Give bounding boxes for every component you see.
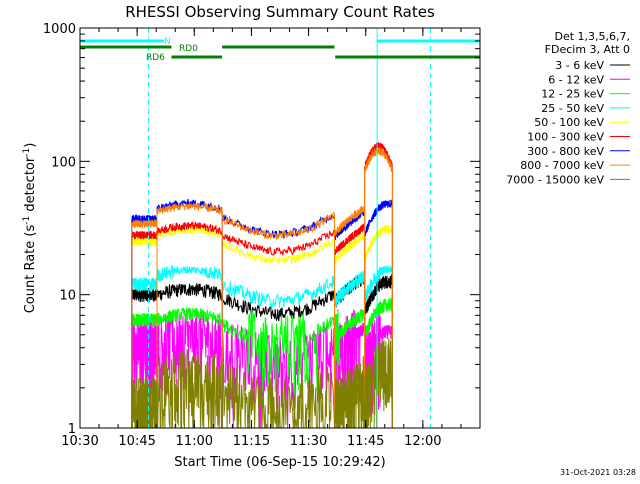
legend-label-2: 6 - 12 keV [548,73,604,86]
series-line-5-seg-5 [364,223,393,428]
legend-label-1: 3 - 6 keV [555,59,604,72]
series-line-8-seg-3 [221,211,335,428]
x-axis-label: Start Time (06-Sep-15 10:29:42) [174,455,385,470]
y-axis-label-sup1: -1 [22,216,32,225]
y-tick-label-3: 100 [51,155,76,170]
x-tick-label-4: 11:15 [233,434,270,449]
x-axis: 10:30 10:45 11:00 11:15 11:30 11:45 12:00 [61,28,481,449]
series-line-8-seg-5 [364,147,393,428]
y-axis-label: Count Rate (s-1 detector-1) [22,143,38,314]
flag-label-3: RD0 [179,44,198,54]
series-line-6-seg-2 [156,221,223,428]
series-line-8-seg-1 [131,219,158,428]
series-line-3-seg-4 [334,307,366,428]
x-tick-label-1: 10:30 [61,434,98,449]
series-line-1-seg-5 [364,273,393,428]
series-line-7-seg-5 [364,199,393,428]
y-axis-label-mid: detector [23,156,38,216]
chart-title: RHESSI Observing Summary Count Rates [125,3,435,21]
legend-label-9: 7000 - 15000 keV [506,173,604,186]
plot-area: N RD0 RD6 [79,28,480,428]
y-tick-label-2: 10 [59,289,76,304]
legend-label-7: 300 - 800 keV [527,145,604,158]
series-line-6-seg-3 [221,229,335,428]
series-line-3-seg-2 [156,307,223,428]
legend-label-5: 50 - 100 keV [534,116,604,129]
legend-label-3: 12 - 25 keV [541,88,604,101]
plot-frame [79,27,481,429]
legend-label-4: 25 - 50 keV [541,102,604,115]
series-line-4-seg-4 [334,270,366,428]
series-line-9-seg-5 [364,338,393,428]
y-axis: 1 10 100 1000 [43,22,480,437]
series-line-4-seg-5 [364,265,393,428]
series-line-5-seg-1 [131,236,158,428]
x-tick-label-5: 11:30 [290,434,327,449]
series-line-8-seg-4 [334,205,366,428]
y-tick-label-4: 1000 [43,22,76,37]
series-line-6-seg-4 [334,223,366,428]
series-line-9-seg-2 [156,348,223,428]
series-line-3-seg-3 [221,309,335,428]
legend-header-2: FDecim 3, Att 0 [545,43,630,56]
series-line-6-seg-1 [131,230,158,428]
x-tick-label-7: 12:00 [404,434,441,449]
legend-label-8: 800 - 7000 keV [520,159,604,172]
y-axis-label-main: Count Rate (s [23,225,38,314]
legend-header-1: Det 1,3,5,6,7, [554,30,630,43]
legend: Det 1,3,5,6,7,FDecim 3, Att 0 3 - 6 keV6 … [506,30,630,186]
timestamp: 31-Oct-2021 03:28 [560,468,636,477]
series-line-4-seg-2 [156,264,223,428]
y-axis-label-sup2: -1 [22,148,32,157]
series-line-5-seg-3 [221,237,335,428]
series-line-1-seg-3 [221,290,335,428]
series-line-1-seg-2 [156,282,223,428]
y-axis-label-end: ) [23,143,38,148]
y-tick-label-1: 1 [68,422,76,437]
x-tick-label-3: 11:00 [176,434,213,449]
x-tick-label-6: 11:45 [347,434,384,449]
legend-label-6: 100 - 300 keV [527,131,604,144]
series-line-9-seg-4 [334,355,366,428]
series-line-9-seg-1 [131,377,158,428]
flag-label-2: N [164,37,171,47]
series-line-8-seg-2 [156,202,223,428]
x-tick-label-2: 10:45 [118,434,155,449]
series-line-9-seg-3 [221,363,335,428]
series-line-5-seg-4 [334,231,366,428]
series-line-3-seg-5 [364,298,393,428]
series-group [131,142,393,428]
series-line-3-seg-1 [131,313,158,428]
series-line-2-seg-2 [156,310,223,428]
series-line-4-seg-3 [221,274,335,428]
flag-label-5: RD6 [146,53,165,63]
series-line-4-seg-1 [131,277,158,428]
